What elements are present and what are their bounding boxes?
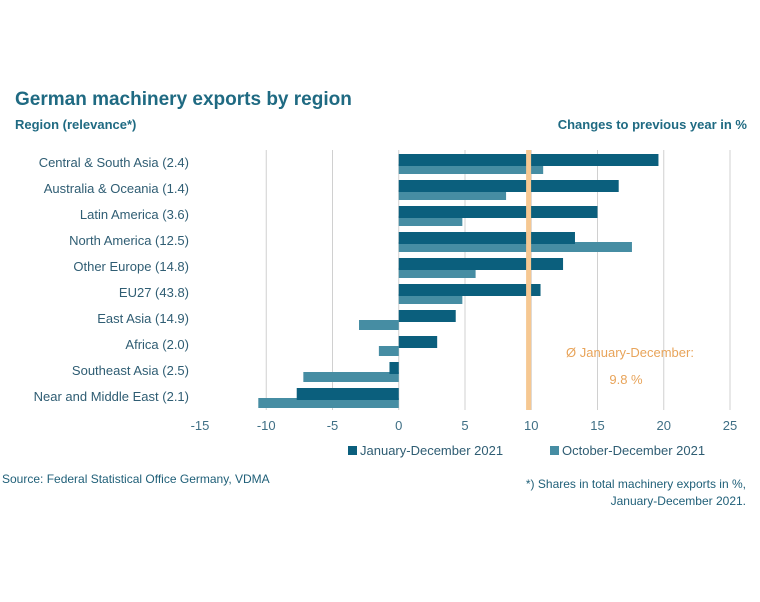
gridlines [265,150,731,410]
bar-series2 [398,294,463,304]
bar-series2 [398,242,632,252]
y-tick-label: Central & South Asia (2.4) [39,155,189,170]
y-tick-label: Near and Middle East (2.1) [34,389,189,404]
bar-series1 [296,388,399,400]
legend-label-series2: October-December 2021 [562,443,705,458]
bar-series2 [378,346,399,356]
bar-series1 [398,284,541,296]
x-tick-labels: -15 -10 -5 0 5 10 15 20 25 [191,418,738,433]
y-tick-label: EU27 (43.8) [119,285,189,300]
footnote-line1: *) Shares in total machinery exports in … [525,477,746,491]
y-tick-label: Latin America (3.6) [80,207,189,222]
source-note: Source: Federal Statistical Office Germa… [2,472,270,486]
footnote-line2: January-December 2021. [610,494,746,508]
bar-series1 [398,336,438,348]
y-tick-label: North America (12.5) [69,233,189,248]
bar-series2 [303,372,399,382]
y-axis-title: Region (relevance*) [15,117,137,132]
x-axis-title: Changes to previous year in % [557,117,747,132]
bar-series1 [398,206,598,218]
x-tick-label: -10 [257,418,276,433]
footnote: *) Shares in total machinery exports in … [526,476,746,510]
legend: January-December 2021 October-December 2… [348,443,705,458]
x-tick-label: 10 [524,418,538,433]
x-tick-label: -5 [327,418,339,433]
y-tick-label: Other Europe (14.8) [73,259,189,274]
bar-series2 [398,164,544,174]
bar-series1 [398,310,456,322]
x-tick-label: 15 [590,418,604,433]
bar-series2 [398,190,507,200]
chart-title: German machinery exports by region [15,89,352,110]
average-label-line2: 9.8 % [609,372,643,387]
bars [258,154,659,408]
legend-swatch-series2 [550,446,559,455]
y-tick-label: East Asia (14.9) [97,311,189,326]
bar-series1 [398,258,564,270]
bar-series2 [359,320,399,330]
x-tick-label: 25 [723,418,737,433]
x-tick-label: 0 [395,418,402,433]
y-tick-label: Australia & Oceania (1.4) [44,181,189,196]
average-label-line1: Ø January-December: [566,345,694,360]
y-tick-label: Africa (2.0) [125,337,189,352]
bar-series1 [398,180,619,192]
bar-series2 [258,398,399,408]
bar-series1 [398,232,575,244]
x-tick-label: 20 [657,418,671,433]
legend-label-series1: January-December 2021 [360,443,503,458]
bar-series1 [389,362,399,374]
average-reference [526,150,532,410]
average-line [526,150,532,410]
x-tick-label: -15 [191,418,210,433]
y-tick-label: Southeast Asia (2.5) [72,363,189,378]
bar-series2 [398,216,463,226]
legend-swatch-series1 [348,446,357,455]
bar-series2 [398,268,476,278]
x-tick-label: 5 [461,418,468,433]
y-tick-labels: Central & South Asia (2.4) Australia & Oc… [34,155,189,404]
